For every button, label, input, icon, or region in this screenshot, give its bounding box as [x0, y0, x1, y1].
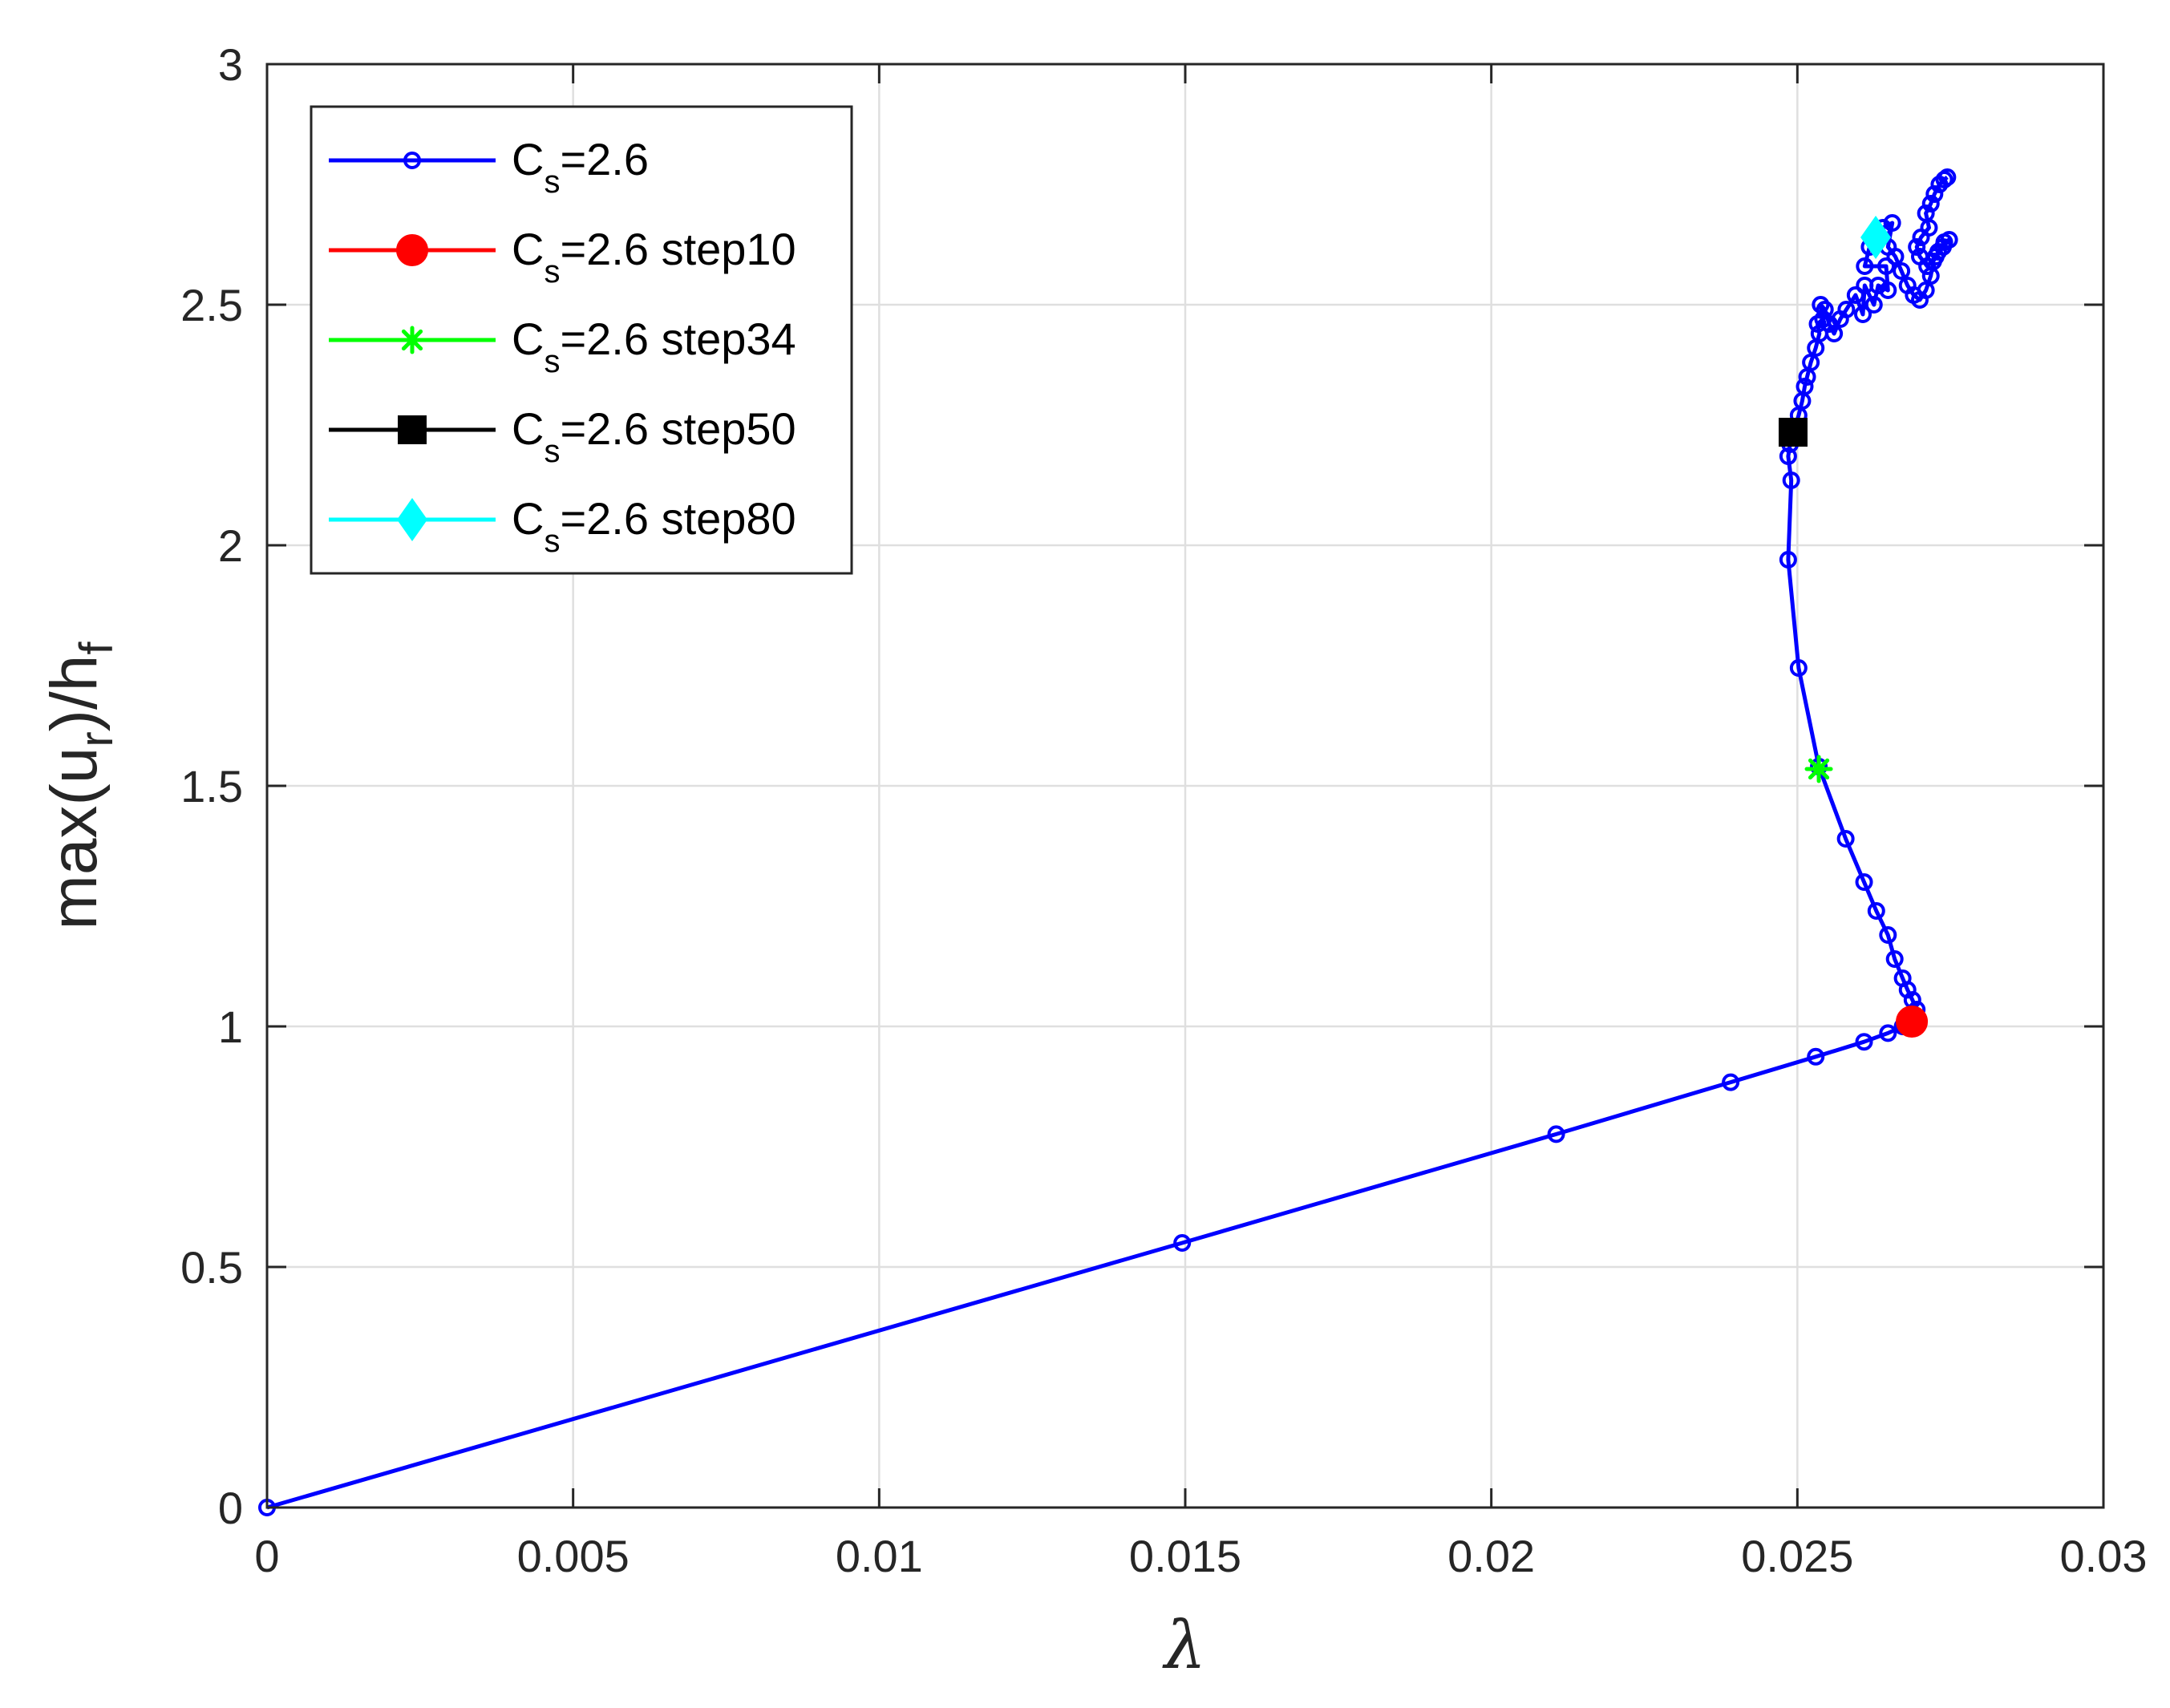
legend-entry-1: Cs=2.6 step10 [329, 224, 796, 289]
data-point [1864, 296, 1883, 314]
legend-label: Cs=2.6 step10 [512, 224, 796, 289]
data-point [1867, 902, 1885, 920]
legend-marker [396, 234, 428, 266]
data-point [1782, 472, 1800, 489]
legend: Cs=2.6 Cs=2.6 step10 Cs=2.6 step34 Cs=2.6 s… [310, 105, 853, 575]
ticks [265, 63, 2105, 1509]
data-point [1925, 185, 1944, 203]
data-point [1173, 1234, 1192, 1252]
x-tick-label: 0.03 [2060, 1531, 2148, 1581]
y-tick-label: 3 [218, 39, 243, 90]
data-point [1807, 1047, 1825, 1066]
data-point [1938, 168, 1957, 186]
data-point [1547, 1125, 1565, 1143]
data-point [1893, 262, 1911, 280]
data-point [1825, 325, 1844, 342]
y-axis-label-sub-2: f [71, 642, 123, 655]
data-point [1883, 214, 1901, 232]
data-point [1796, 378, 1814, 395]
x-tick-labels: 0 0.005 0.01 0.015 0.02 0.025 0.03 [254, 1531, 2147, 1581]
x-tick-label: 0.02 [1447, 1531, 1535, 1581]
data-point [1789, 659, 1808, 677]
data-point [1846, 286, 1864, 304]
x-axis-label: λ [1162, 1608, 1206, 1684]
legend-marker [398, 415, 427, 444]
series-1 [1896, 1006, 1929, 1038]
data-point [1879, 281, 1897, 299]
series-4 [1860, 216, 1892, 259]
data-point [1856, 257, 1874, 275]
x-tick-label: 0.01 [836, 1531, 923, 1581]
data-point [1879, 926, 1897, 944]
data-point [1804, 755, 1833, 783]
y-axis-label-sub-1: r [71, 731, 123, 747]
data-point [1836, 830, 1855, 848]
x-tick-label: 0.015 [1129, 1531, 1241, 1581]
legend-marker [403, 152, 421, 169]
legend-label: Cs=2.6 step34 [512, 314, 796, 379]
data-point [1911, 248, 1929, 265]
data-point [1917, 204, 1935, 222]
series-2 [1804, 755, 1833, 783]
legend-entry-0: Cs=2.6 [329, 134, 649, 200]
x-tick-label: 0 [254, 1531, 279, 1581]
data-point [1855, 1033, 1873, 1051]
series-layer [258, 168, 1958, 1516]
data-point [1837, 301, 1856, 318]
y-axis-label: max(ur)/hf [38, 642, 123, 930]
data-point [1779, 447, 1797, 465]
y-tick-label: 1.5 [180, 761, 243, 812]
legend-label: Cs=2.6 step50 [512, 403, 796, 469]
data-point [1778, 418, 1808, 447]
y-axis-label-main: max(u [38, 747, 111, 930]
grid [267, 64, 2103, 1508]
legend-entry-3: Cs=2.6 step50 [329, 403, 796, 469]
data-point [1879, 1024, 1897, 1042]
legend-label: Cs=2.6 [512, 134, 649, 200]
data-point [1908, 238, 1926, 256]
y-tick-labels: 0 0.5 1 1.5 2 2.5 3 [180, 39, 243, 1533]
y-axis-label-mid: )/h [38, 655, 111, 732]
data-point [1854, 306, 1872, 323]
data-point [1869, 277, 1888, 294]
legend-marker [398, 326, 427, 354]
legend-entry-2: Cs=2.6 step34 [329, 314, 796, 379]
data-point [1896, 1006, 1929, 1038]
data-point [1893, 969, 1912, 987]
data-point [1779, 551, 1797, 569]
data-point [1885, 950, 1904, 968]
legend-entry-4: Cs=2.6 step80 [329, 493, 796, 559]
data-point [1886, 248, 1905, 265]
data-point [1855, 873, 1873, 891]
series-3 [1778, 418, 1808, 447]
data-point [1921, 195, 1940, 212]
x-tick-label: 0.005 [517, 1531, 630, 1581]
data-point [1860, 216, 1892, 259]
data-point [1877, 257, 1896, 275]
y-tick-label: 0.5 [180, 1242, 243, 1293]
y-tick-label: 2.5 [180, 280, 243, 330]
y-tick-label: 2 [218, 520, 243, 571]
y-tick-label: 1 [218, 1002, 243, 1052]
data-point [1722, 1073, 1740, 1091]
legend-label: Cs=2.6 step80 [512, 493, 796, 559]
y-tick-label: 0 [218, 1483, 243, 1533]
x-tick-label: 0.025 [1741, 1531, 1853, 1581]
legend-marker [397, 498, 427, 541]
